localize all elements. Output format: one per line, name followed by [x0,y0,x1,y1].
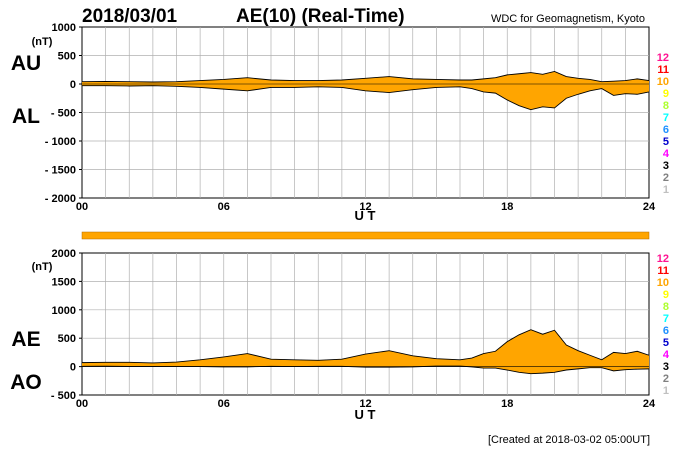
au-al-x-tick-label: 12 [359,201,371,213]
ae-ao-x-tick-label: 06 [218,398,230,410]
station-legend-11: 11 [657,64,669,76]
station-legend-7: 7 [663,112,669,124]
station-legend-5: 5 [663,136,669,148]
station-legend-3: 3 [663,361,669,373]
ae-ao-data [81,329,650,375]
ae-ao-y-tick-label: 1000 [52,305,76,317]
ae-ao-x-tick-label: 12 [359,398,371,410]
au-al-series-al [82,85,650,111]
au-al-y-tick-label: - 1500 [45,165,76,177]
ae-ao-filled-area [82,329,649,374]
au-al-y-tick-label: - 2000 [45,193,76,205]
station-legend-1: 1 [663,184,669,196]
au-al-x-tick-label: 06 [218,201,230,213]
au-al-x-tick-label: 24 [643,201,656,213]
au-al-y-tick-label: - 500 [51,108,76,120]
au-al-series-au [81,70,650,83]
station-legend-6: 6 [663,124,669,136]
au-label: AU [11,52,41,75]
ae-ao-y-tick-label: 0 [70,362,76,374]
au-al-x-axis: 00 06 12 18 24 [76,201,656,213]
created-timestamp: [Created at 2018-03-02 05:00UT] [488,434,650,446]
station-legend-4: 4 [663,148,670,160]
au-al-unit-label: (nT) [32,36,53,48]
ae-ao-x-tick-label: 00 [76,398,88,410]
ae-ao-x-tick-label: 18 [501,398,513,410]
station-legend-7: 7 [663,313,669,325]
ae-ao-series-ae [81,329,650,364]
date-title: 2018/03/01 [82,6,178,27]
au-al-y-tick-label: 1000 [52,22,76,34]
au-al-data [81,70,650,111]
station-status-bar [81,231,650,240]
ae-ao-x-tick-label: 24 [643,398,656,410]
ae-label: AE [11,328,40,351]
ae-ao-x-label: U T [355,407,376,422]
station-legend-10: 10 [657,277,669,289]
ae-ao-y-tick-label: 500 [58,333,76,345]
ae-ao-y-tick-label: - 500 [51,390,76,402]
ao-label: AO [10,371,42,394]
au-al-x-tick-label: 18 [501,201,513,213]
station-legend-4: 4 [663,349,670,361]
station-legend-6: 6 [663,325,669,337]
station-legend-12: 12 [657,253,669,265]
au-al-panel: 1000 500 0 - 500 - 1000 - 1500 - 2000 00 06 12 18… [11,22,656,223]
ae-ao-panel: 2000 1500 1000 500 0 - 500 00 06 12 18 24 (nT) AE… [10,248,656,422]
station-legend-9: 9 [663,88,669,100]
ae-ao-y-axis: 2000 1500 1000 500 0 - 500 [51,248,82,402]
station-legend-10: 10 [657,76,669,88]
ae-ao-y-tick-label: 1500 [52,276,76,288]
station-legend-9: 9 [663,289,669,301]
source-label: WDC for Geomagnetism, Kyoto [491,13,645,25]
station-legend-11: 11 [657,265,669,277]
ae-ao-x-axis: 00 06 12 18 24 [76,398,656,410]
station-legend-2: 2 [663,172,669,184]
au-al-x-label: U T [355,208,376,223]
station-legend-3: 3 [663,160,669,172]
index-title: AE(10) (Real-Time) [236,6,405,27]
au-al-y-tick-label: 0 [70,79,76,91]
au-al-y-axis: 1000 500 0 - 500 - 1000 - 1500 - 2000 [45,22,82,205]
ae-ao-y-tick-label: 2000 [52,248,76,260]
station-legend-8: 8 [663,301,669,313]
au-al-y-tick-label: 500 [58,51,76,63]
ae-ao-unit-label: (nT) [32,261,53,273]
al-label: AL [12,105,40,128]
au-al-x-tick-label: 00 [76,201,88,213]
station-legend-8: 8 [663,100,669,112]
au-al-y-tick-label: - 1000 [45,136,76,148]
station-legend-12: 12 [657,52,669,64]
station-legend-2: 2 [663,373,669,385]
station-legend-5: 5 [663,337,669,349]
station-legend-1: 1 [663,385,669,397]
